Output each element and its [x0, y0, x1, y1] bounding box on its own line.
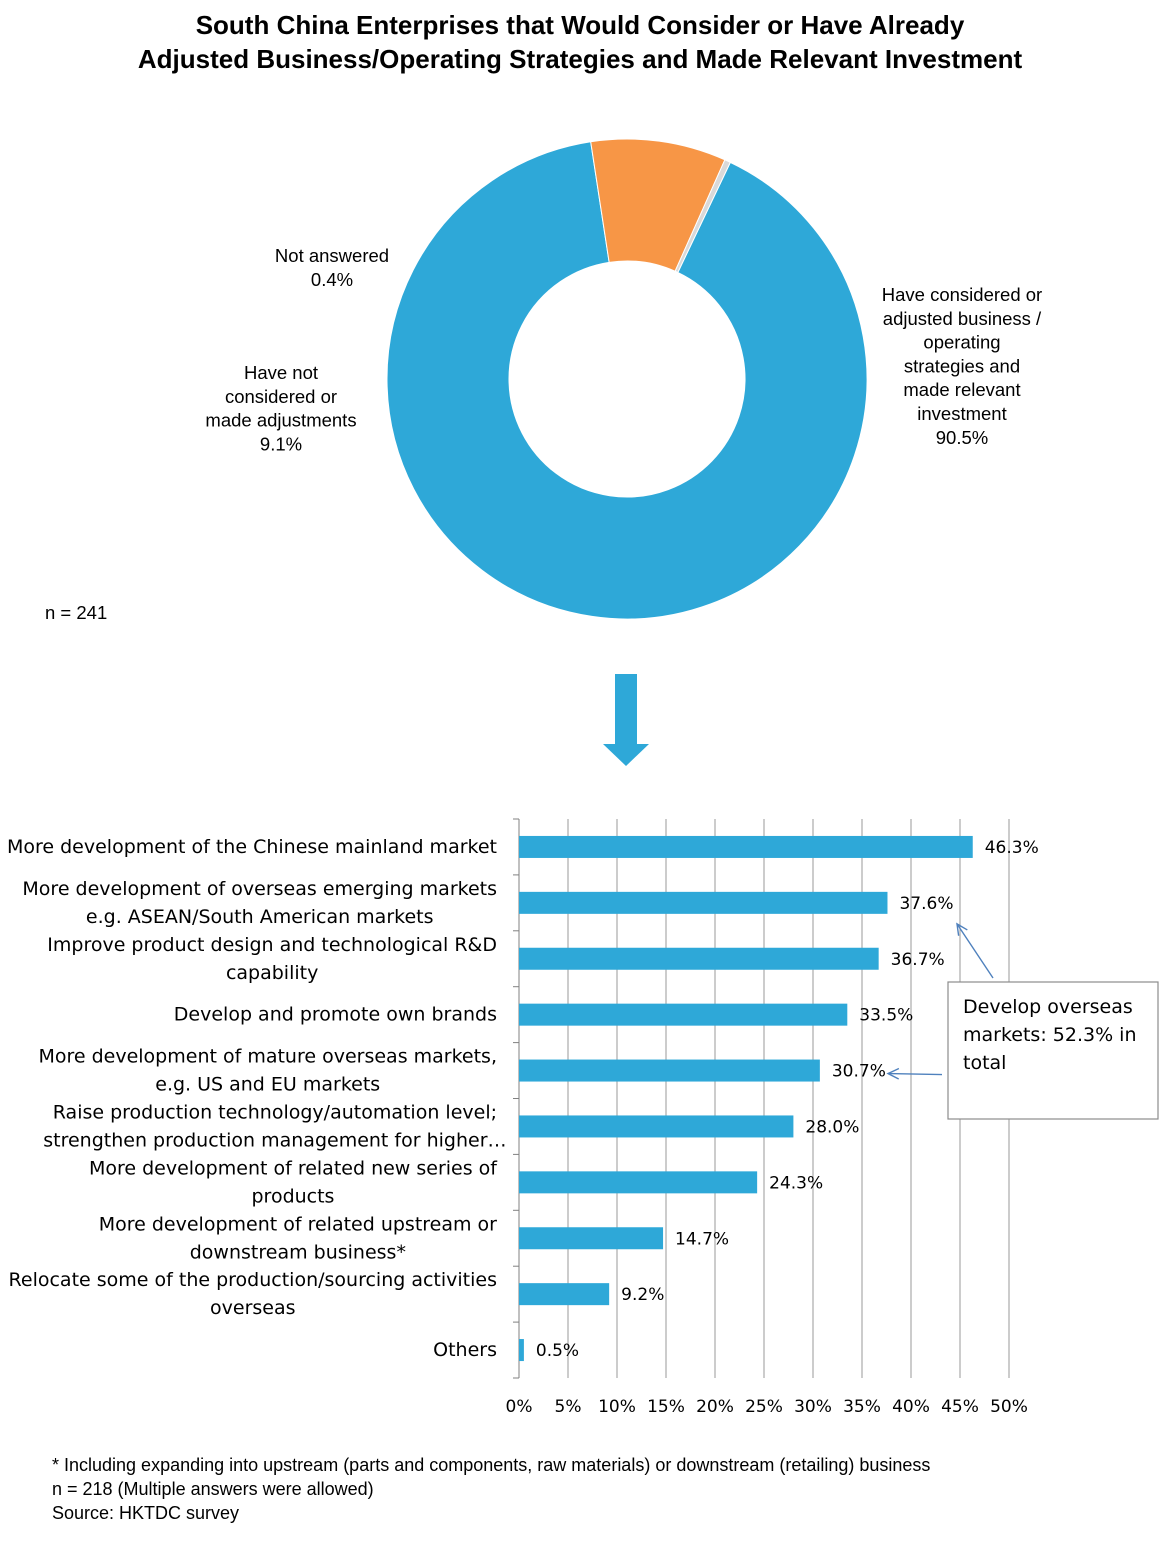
- donut-slice-value-1: 9.1%: [260, 433, 302, 454]
- donut-slice-label-0: operating: [923, 332, 1000, 353]
- chart-title-line-1: South China Enterprises that Would Consi…: [195, 10, 965, 40]
- x-tick-label-10: 50%: [990, 1397, 1028, 1417]
- bar-2: [519, 947, 879, 970]
- donut-slice-label-1: considered or: [225, 386, 337, 407]
- bar-0: [519, 835, 973, 858]
- callout-text: Develop overseas: [963, 996, 1133, 1018]
- bar-chart: 0% 5% 10% 15% 20% 25% 30% 35% 40% 45% 50% 46.3% More…: [7, 818, 1159, 1417]
- x-tick-label-5: 25%: [745, 1397, 783, 1417]
- bar-value-label-7: 14.7%: [675, 1229, 729, 1249]
- category-label-6: products: [251, 1185, 334, 1207]
- footnote-source: Source: HKTDC survey: [52, 1503, 240, 1523]
- bar-9: [519, 1339, 524, 1362]
- bar-value-label-5: 28.0%: [805, 1117, 859, 1137]
- category-label-2: Improve product design and technological…: [47, 934, 497, 956]
- donut-sample-note: n = 241: [45, 602, 107, 623]
- donut-slice-label-0: made relevant: [903, 379, 1020, 400]
- donut-slice-0: [386, 141, 868, 620]
- bar-value-label-0: 46.3%: [985, 838, 1039, 858]
- bar-value-label-1: 37.6%: [899, 894, 953, 914]
- footnotes: * Including expanding into upstream (par…: [52, 1453, 930, 1525]
- category-label-2: capability: [226, 962, 318, 984]
- category-label-7: downstream business*: [190, 1241, 406, 1263]
- category-label-5: Raise production technology/automation l…: [53, 1101, 497, 1123]
- bar-6: [519, 1171, 758, 1194]
- donut-slice-label-1: made adjustments: [205, 410, 356, 431]
- donut-slice-2: [674, 159, 731, 274]
- bar-value-label-8: 9.2%: [621, 1285, 664, 1305]
- callout-arrow-emerging: [956, 923, 994, 979]
- bar-1: [519, 891, 888, 914]
- chart-title-line-2: Adjusted Business/Operating Strategies a…: [137, 44, 1023, 74]
- bar-8: [519, 1283, 610, 1306]
- chart-title: South China Enterprises that Would Consi…: [0, 8, 1160, 76]
- donut-slice-label-2: Not answered: [275, 245, 389, 266]
- donut-slice-label-0: Have considered or: [882, 284, 1042, 305]
- donut-chart: Have considered or adjusted business / ope…: [45, 138, 1042, 623]
- category-label-9: Others: [433, 1339, 497, 1361]
- footnote-asterisk: * Including expanding into upstream (par…: [52, 1455, 931, 1475]
- x-tick-label-1: 5%: [555, 1397, 582, 1417]
- down-arrow-icon: [603, 674, 649, 766]
- x-tick-label-8: 40%: [892, 1397, 930, 1417]
- x-tick-label-9: 45%: [941, 1397, 979, 1417]
- donut-slice-value-0: 90.5%: [936, 427, 988, 448]
- category-label-7: More development of related upstream or: [99, 1213, 497, 1235]
- donut-slice-label-0: strategies and: [904, 355, 1020, 376]
- donut-slice-label-1: Have not: [244, 362, 318, 383]
- category-label-3: Develop and promote own brands: [174, 1004, 497, 1026]
- bar-5: [519, 1115, 794, 1138]
- donut-slice-value-2: 0.4%: [311, 269, 353, 290]
- callout-box: [947, 981, 1159, 1120]
- category-label-5: strengthen production management for hig…: [43, 1129, 506, 1151]
- callout-text: markets: 52.3% in: [963, 1024, 1137, 1046]
- callout-arrow-mature-head: [886, 1067, 900, 1080]
- bar-4: [519, 1059, 820, 1082]
- category-label-1: e.g. ASEAN/South American markets: [86, 906, 434, 928]
- x-tick-label-0: 0%: [506, 1397, 533, 1417]
- x-tick-label-4: 20%: [696, 1397, 734, 1417]
- category-label-1: More development of overseas emerging ma…: [22, 878, 497, 900]
- bar-value-label-6: 24.3%: [769, 1173, 823, 1193]
- bar-value-label-3: 33.5%: [859, 1006, 913, 1026]
- callout-arrow-emerging-head: [956, 922, 968, 936]
- footnote-sample-size: n = 218 (Multiple answers were allowed): [52, 1479, 374, 1499]
- x-tick-label-7: 35%: [843, 1397, 881, 1417]
- x-tick-label-3: 15%: [647, 1397, 685, 1417]
- category-label-6: More development of related new series o…: [89, 1157, 498, 1179]
- category-label-4: More development of mature overseas mark…: [38, 1046, 497, 1068]
- category-label-8: overseas: [210, 1297, 296, 1319]
- bar-3: [519, 1003, 848, 1026]
- bar-7: [519, 1227, 664, 1250]
- callout-text: total: [963, 1052, 1006, 1074]
- category-label-8: Relocate some of the production/sourcing…: [9, 1269, 497, 1291]
- category-label-4: e.g. US and EU markets: [155, 1074, 380, 1096]
- x-tick-label-2: 10%: [598, 1397, 636, 1417]
- donut-slice-label-0: adjusted business /: [883, 308, 1042, 329]
- category-label-0: More development of the Chinese mainland…: [7, 836, 497, 858]
- bar-value-label-9: 0.5%: [536, 1341, 579, 1361]
- x-tick-label-6: 30%: [794, 1397, 832, 1417]
- bar-value-label-2: 36.7%: [891, 950, 945, 970]
- callout-arrow-mature: [887, 1072, 943, 1076]
- bar-value-label-4: 30.7%: [832, 1062, 886, 1082]
- donut-slice-label-0: investment: [917, 403, 1006, 424]
